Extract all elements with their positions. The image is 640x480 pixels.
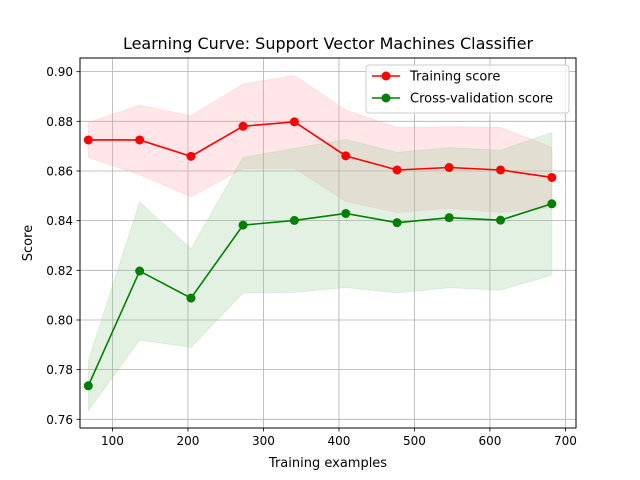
cv-score-point [547, 199, 557, 209]
x-tick-label: 400 [327, 434, 350, 448]
cv-score-line [87, 203, 553, 387]
training-score-point [547, 172, 557, 182]
grid-lines [80, 58, 576, 428]
y-tick-label: 0.88 [46, 115, 73, 129]
series-lines [83, 117, 557, 391]
training-score-line [88, 120, 552, 179]
y-tick-label: 0.78 [46, 363, 73, 377]
training-score-point [496, 165, 506, 175]
cv-score-point [135, 266, 145, 276]
legend-label-cv: Cross-validation score [410, 92, 553, 107]
cv-score-band [87, 131, 553, 412]
legend-marker-cv [381, 93, 391, 103]
training-score-point [135, 135, 145, 145]
legend: Training score Cross-validation score [365, 64, 570, 114]
plot-frame [79, 57, 577, 429]
y-axis-label: Score [21, 225, 36, 261]
cv-score-point [392, 218, 402, 228]
x-tick-label: 200 [177, 434, 200, 448]
axis-ticks: 100 200 300 400 500 600 700 0.76 0.78 0.80 0.82 0.8… [46, 65, 577, 448]
legend-box [365, 64, 570, 114]
x-tick-label: 700 [554, 434, 577, 448]
cv-score-point [186, 293, 196, 303]
cv-score-point [444, 213, 454, 223]
y-tick-label: 0.84 [46, 214, 73, 228]
cv-score-point [83, 381, 93, 391]
cv-score-point [238, 220, 248, 230]
y-tick-label: 0.90 [46, 65, 73, 79]
chart-title: Learning Curve: Support Vector Machines … [123, 34, 533, 53]
x-tick-label: 300 [252, 434, 275, 448]
plot-area [80, 58, 576, 428]
x-axis-label: Training examples [268, 456, 387, 471]
x-tick-label: 600 [478, 434, 501, 448]
legend-label-training: Training score [409, 70, 500, 85]
y-tick-label: 0.76 [46, 413, 73, 427]
training-score-point [444, 163, 454, 173]
training-score-point [392, 165, 402, 175]
training-score-point [341, 151, 351, 161]
training-score-point [289, 117, 299, 127]
training-score-point [238, 121, 248, 131]
x-tick-label: 100 [101, 434, 124, 448]
training-score-point [83, 135, 93, 145]
cv-score-point [289, 215, 299, 225]
cv-score-point [496, 215, 506, 225]
legend-marker-training [381, 71, 391, 81]
y-tick-label: 0.80 [46, 313, 73, 327]
y-tick-label: 0.86 [46, 164, 73, 178]
cv-score-point [341, 208, 351, 218]
y-tick-label: 0.82 [46, 264, 73, 278]
training-score-point [186, 151, 196, 161]
x-tick-label: 500 [403, 434, 426, 448]
